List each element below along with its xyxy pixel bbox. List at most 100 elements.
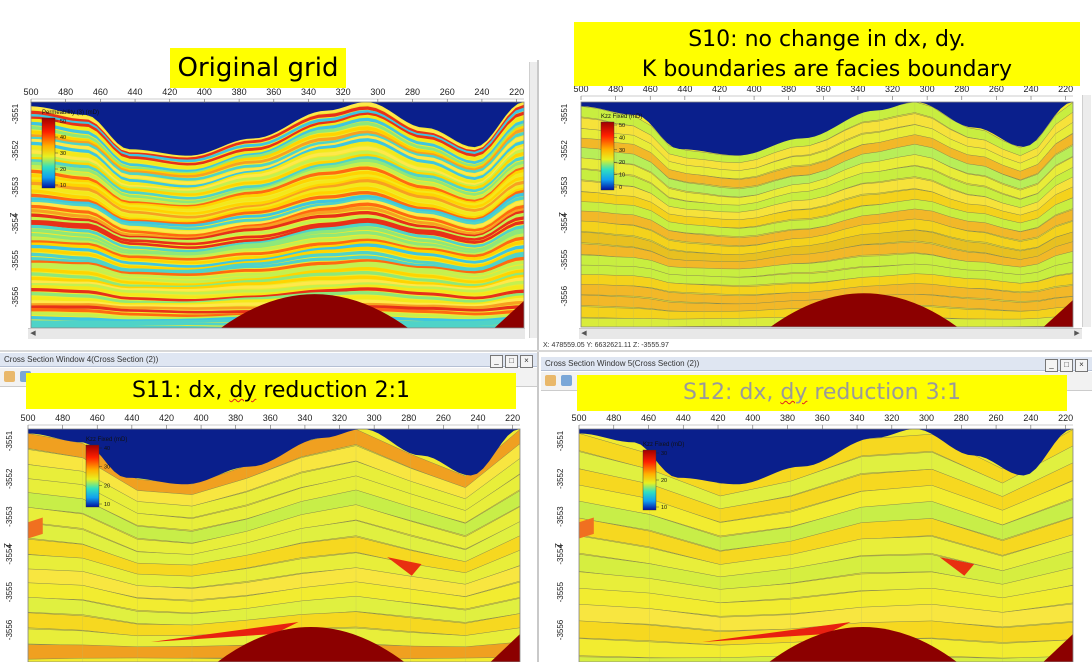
cross-section-plot-s11[interactable]: 500 480 460 440 420 400 380 360 340 320 300 280 260 2…	[0, 353, 537, 662]
high-perm-streak	[151, 622, 299, 642]
above-reservoir-region	[31, 102, 524, 156]
cross-section-plot-s12[interactable]: 500 480 460 440 420 400 380 360 340 320 300 280 260 2…	[541, 353, 1092, 662]
x-tick-label: 220	[509, 87, 524, 97]
panel-s12: Cross Section Window 5(Cross Section (2)…	[541, 353, 1092, 662]
x-tick-label: 480	[608, 84, 623, 94]
maximize-icon[interactable]: □	[1060, 359, 1073, 372]
vertical-scrollbar[interactable]	[529, 62, 537, 338]
colorbar-tick-label: 50	[60, 119, 66, 125]
layer-band	[31, 111, 524, 166]
x-tick-label: 460	[641, 413, 656, 423]
z-axis: -3551 -3552 -3553 -3554 -3555 -3556 Z	[554, 430, 565, 640]
panel-title-s12: S12: dx, dy reduction 3:1	[577, 375, 1067, 411]
x-tick-label: 460	[643, 84, 658, 94]
cross-section-plot-original[interactable]: 500 480 460 440 420 400 380 360 340 320 300 280 260 2…	[0, 0, 537, 345]
minimize-icon[interactable]: _	[1045, 359, 1058, 372]
hand-tool-icon[interactable]	[545, 375, 556, 386]
layer-band	[31, 243, 524, 268]
z-tick-label: -3553	[5, 506, 14, 527]
layer-band	[31, 121, 524, 175]
z-tick-label: -3556	[11, 286, 20, 307]
cross-section-plot-s10[interactable]: 500 480 460 440 420 400 380 360 340 320 300 280 260 2…	[541, 0, 1092, 358]
minimize-icon[interactable]: _	[490, 355, 503, 368]
colorbar-tick-label: 30	[619, 148, 625, 154]
layer-band	[31, 138, 524, 188]
x-tick-label: 380	[228, 413, 243, 423]
x-tick-label: 420	[712, 84, 727, 94]
x-tick-label: 220	[505, 413, 520, 423]
colorbar-tick-label: 40	[60, 135, 66, 141]
x-tick-label: 360	[266, 87, 281, 97]
layer-band	[31, 169, 524, 210]
layer-band	[31, 253, 524, 274]
colorbar-legend: Permeability (3) (mD) 50 40 30 20 10	[41, 110, 99, 189]
x-tick-label: 300	[920, 84, 935, 94]
colorbar-tick-label: 20	[60, 167, 66, 173]
colorbar-gradient	[600, 121, 615, 191]
layer-band	[31, 127, 524, 178]
x-tick-label: 260	[436, 413, 451, 423]
layer-band	[579, 480, 1073, 537]
layer-band	[31, 189, 524, 225]
x-tick-label: 500	[573, 84, 588, 94]
z-tick-label: -3555	[5, 581, 14, 602]
x-tick-label: 380	[780, 413, 795, 423]
layer-band	[31, 166, 524, 208]
colorbar-tick-label: 30	[661, 451, 667, 457]
maximize-icon[interactable]: □	[505, 355, 518, 368]
hand-tool-icon[interactable]	[4, 371, 15, 382]
x-tick-label: 420	[162, 87, 177, 97]
layer-band	[31, 220, 524, 249]
x-tick-label: 240	[1023, 413, 1038, 423]
z-tick-label: -3552	[556, 468, 565, 489]
z-axis-label: Z	[3, 543, 12, 548]
scroll-left-icon[interactable]: ◀	[581, 330, 587, 337]
z-axis-label: Z	[554, 543, 563, 548]
window-titlebar-right[interactable]: Cross Section Window 5(Cross Section (2)…	[541, 357, 1092, 372]
z-tick-label: -3554	[11, 213, 20, 234]
basement-dome	[490, 634, 520, 662]
layer-band	[31, 274, 524, 290]
layer-band	[31, 246, 524, 271]
x-tick-label: 440	[124, 413, 139, 423]
z-axis: -3551 -3552 -3553 -3554 -3555 -3556 Z	[3, 430, 14, 640]
horizontal-scrollbar[interactable]: ◀	[28, 328, 525, 339]
x-axis: 500 480 460 440 420 400 380 360 340 320 300 280 260 2…	[23, 87, 524, 103]
layer-band	[31, 291, 524, 304]
layer-band	[31, 141, 524, 191]
x-tick-label: 480	[55, 413, 70, 423]
x-tick-label: 320	[884, 413, 899, 423]
scroll-left-icon[interactable]: ◀	[30, 330, 36, 337]
zoom-tool-icon[interactable]	[20, 371, 31, 382]
window-titlebar-left[interactable]: Cross Section Window 4(Cross Section (2)…	[0, 353, 537, 368]
z-tick-label: -3552	[5, 468, 14, 489]
x-tick-label: 360	[815, 413, 830, 423]
close-icon[interactable]: ×	[1075, 359, 1088, 372]
colorbar-label: Kzz Fixed (mD)	[86, 437, 127, 443]
z-axis: -3551 -3552 -3553 -3554 -3555 -3556 Z	[9, 103, 20, 307]
x-tick-label: 340	[297, 413, 312, 423]
colorbar-tick-label: 40	[104, 446, 110, 452]
horizontal-scrollbar[interactable]: ◀ ▶	[579, 328, 1082, 339]
layer-band	[28, 595, 520, 626]
z-tick-label: -3554	[560, 213, 569, 234]
scroll-right-icon[interactable]: ▶	[1074, 330, 1080, 337]
colorbar-legend: Kzz Fixed (mD) 40 30 20 10	[85, 437, 127, 508]
x-tick-label: 280	[405, 87, 420, 97]
layer-band	[31, 146, 524, 192]
z-tick-label: -3553	[556, 506, 565, 527]
layer-band	[31, 117, 524, 173]
status-coordinates: X: 478559.05 Y: 6632621.11 Z: -3555.97	[543, 342, 669, 349]
x-tick-label: 380	[781, 84, 796, 94]
x-tick-label: 260	[440, 87, 455, 97]
vertical-scrollbar[interactable]	[1082, 95, 1091, 327]
layer-band	[31, 240, 524, 265]
z-tick-label: -3554	[556, 544, 565, 565]
x-tick-label: 360	[263, 413, 278, 423]
z-axis: -3551 -3552 -3553 -3554 -3555 -3556 Z	[558, 103, 569, 306]
zoom-tool-icon[interactable]	[561, 375, 572, 386]
colorbar-tick-label: 20	[661, 478, 667, 484]
layer-band	[31, 148, 524, 194]
layer-band	[31, 222, 524, 253]
close-icon[interactable]: ×	[520, 355, 533, 368]
